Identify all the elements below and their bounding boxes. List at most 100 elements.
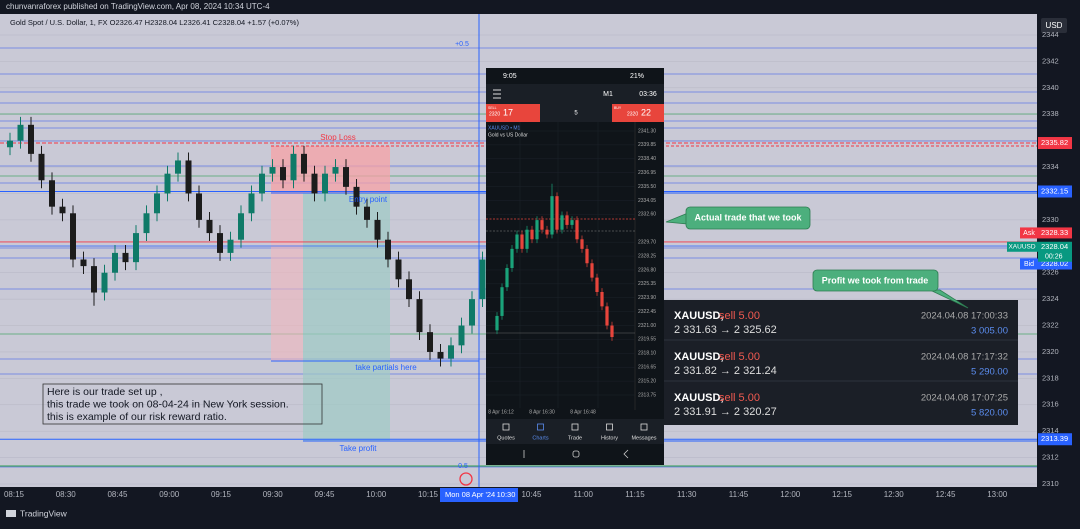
nav-icon[interactable] (640, 423, 648, 431)
phone-candle (590, 263, 594, 278)
phone-y-label: 2329.70 (638, 239, 656, 245)
phone-candle (580, 239, 584, 249)
candle-body (154, 193, 160, 214)
x-tick-label: 12:00 (780, 490, 801, 499)
phone-candle (535, 220, 539, 240)
x-tick-label: 10:00 (366, 490, 387, 499)
x-tick-label: 11:45 (729, 490, 749, 499)
phone-y-label: 2336.95 (638, 170, 656, 176)
candle-body (322, 173, 328, 194)
phone-clock: 9:05 (503, 73, 517, 80)
phone-symbol: XAUUSD • M1 (488, 125, 521, 131)
nav-label[interactable]: Trade (568, 435, 582, 441)
phone-candle (600, 291, 604, 307)
lot-box (540, 104, 612, 122)
sell-btn[interactable] (486, 104, 540, 122)
candle-body (332, 167, 339, 174)
y-tick-label: 2322 (1042, 321, 1059, 330)
candle-body (80, 259, 87, 267)
buy-big: 2320 (627, 111, 638, 117)
y-tick-label: 2320 (1042, 347, 1059, 356)
phone-y-label: 2338.40 (638, 156, 656, 162)
x-tick-label: 09:15 (211, 490, 232, 499)
y-tick-label: 2314 (1042, 426, 1059, 435)
phone-candle (555, 196, 559, 230)
partials: take partials here (355, 363, 417, 372)
trade-symbol: XAUUSD, (674, 351, 724, 363)
candle-body (427, 332, 433, 352)
phone-description: Gold vs US Dollar (488, 132, 528, 138)
candle-body (164, 173, 171, 194)
note-line: Here is our trade set up , (47, 386, 163, 398)
trade-time: 2024.04.08 17:07:25 (921, 393, 1008, 404)
nav-label[interactable]: History (601, 435, 618, 441)
nav-icon[interactable] (606, 423, 613, 431)
bid-name: Bid (1024, 261, 1034, 268)
x-tick-label: 11:00 (574, 490, 594, 499)
x-tick-label: 09:30 (263, 490, 284, 499)
ask-price: 2328.33 (1041, 228, 1068, 237)
callout-trade (685, 206, 811, 230)
buy-btn[interactable] (612, 104, 664, 122)
nav-icon[interactable] (571, 423, 579, 431)
fib-bottom: 0.5 (458, 463, 468, 470)
candle-body (479, 259, 486, 300)
nav-label[interactable]: Charts (532, 435, 548, 441)
ask-name-tag (1020, 227, 1038, 239)
phone-candle (510, 248, 514, 269)
last-price: 2328.04 (1041, 242, 1068, 251)
nav-icon[interactable] (502, 423, 510, 431)
phone-candle (610, 325, 614, 338)
x-tick-label: 10:15 (418, 490, 439, 499)
candle-body (311, 173, 318, 194)
candle-body (406, 279, 412, 300)
phone-toolbar (486, 84, 664, 104)
level-tag (1038, 185, 1072, 198)
phone-candle (515, 234, 519, 249)
candle-body (364, 206, 370, 220)
y-tick-label: 2344 (1042, 30, 1059, 39)
candle-body (437, 351, 444, 359)
phone-timer: 03:36 (639, 91, 657, 98)
candle-body (269, 167, 276, 174)
x-tick-label: 12:30 (884, 490, 905, 499)
trade-prices: 2 331.63 → 2 325.62 (674, 324, 777, 336)
currency: USD (1046, 21, 1063, 30)
trade-prices: 2 331.91 → 2 320.27 (674, 406, 777, 418)
phone-y-label: 2321.00 (638, 323, 656, 329)
x-tick-label: 08:30 (56, 490, 77, 499)
level-label: 2313.39 (1041, 434, 1068, 443)
candle-body (70, 213, 76, 260)
currency-box[interactable] (1041, 18, 1067, 33)
phone-y-label: 2316.65 (638, 365, 656, 371)
candle-body (280, 167, 286, 181)
phone-y-label: 2335.50 (638, 184, 656, 190)
trade-time: 2024.04.08 17:17:32 (921, 352, 1008, 363)
callout-profit (812, 269, 939, 292)
candle-body (122, 252, 129, 263)
nav-label[interactable]: Messages (631, 435, 656, 441)
nav-label[interactable]: Quotes (497, 435, 515, 441)
phone-candle (505, 268, 509, 288)
ask-tag (1038, 227, 1072, 239)
candle-body (196, 193, 202, 220)
y-tick-label: 2330 (1042, 215, 1059, 224)
sys-recent (623, 449, 629, 459)
level-tag (1038, 137, 1072, 150)
phone-time: 8 Apr 16:12 (488, 409, 514, 415)
nav-icon[interactable] (537, 423, 544, 431)
phone-y-label: 2319.55 (638, 337, 656, 343)
symbol-line: Gold Spot / U.S. Dollar, 1, FX O2326.47 … (10, 18, 299, 27)
candle-body (343, 167, 349, 187)
candle-body (143, 213, 150, 234)
x-tick-label: 10:45 (521, 490, 542, 499)
note-line: this is example of our risk reward ratio… (47, 411, 227, 423)
note-line: this trade we took on 08-04-24 in New Yo… (47, 398, 289, 410)
trades-panel (664, 300, 1018, 425)
candle-body (259, 173, 265, 194)
trade-profit: 5 820.00 (971, 408, 1008, 419)
entry-point: Entry point (349, 195, 388, 204)
candle-body (175, 160, 181, 174)
phone-time: 8 Apr 16:30 (529, 409, 555, 415)
